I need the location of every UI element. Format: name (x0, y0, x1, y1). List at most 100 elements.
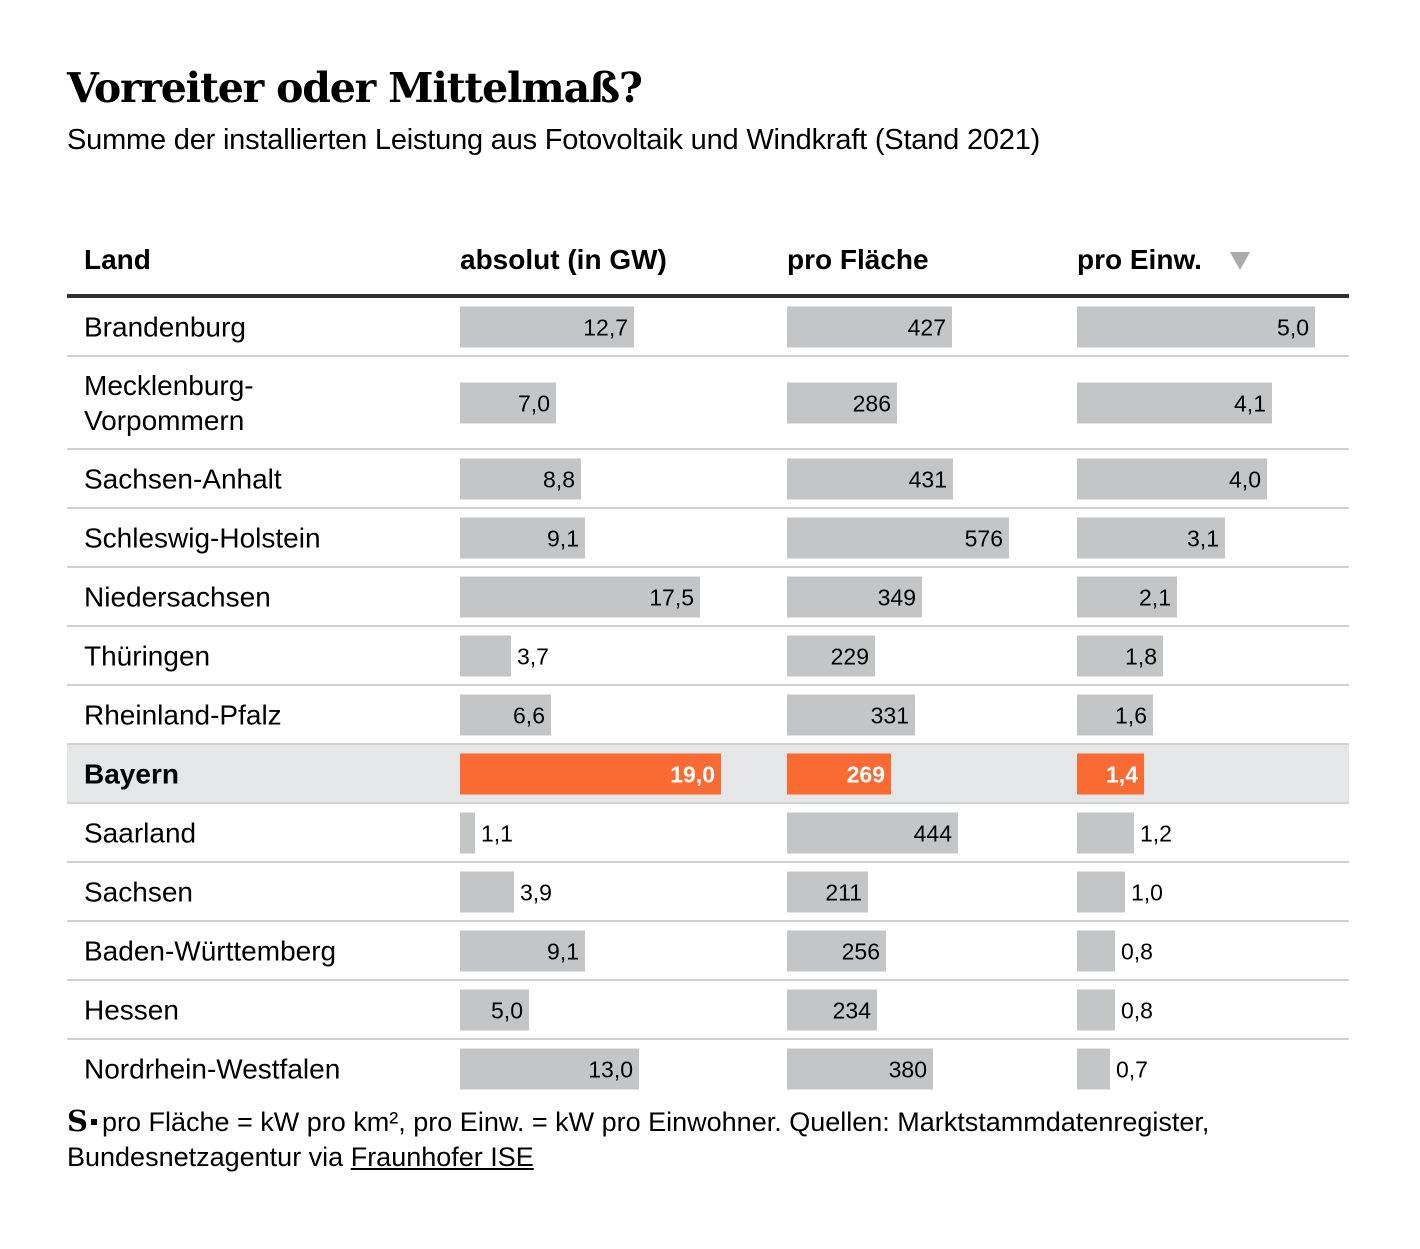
absolut-bar (460, 517, 585, 558)
table-row: Schleswig-Holstein 9,1 576 3,1 (67, 509, 1349, 568)
einw-bar (1077, 382, 1272, 423)
einw-value-label: 4,0 (1229, 466, 1261, 492)
table-header: Land absolut (in GW) pro Fläche pro Einw… (67, 232, 1349, 298)
einw-value-label: 2,1 (1139, 584, 1171, 610)
land-name: Baden-Württemberg (84, 935, 337, 966)
chart-subtitle: Summe der installierten Leistung aus Fot… (67, 124, 1041, 156)
absolut-bar (460, 635, 511, 676)
absolut-value-label: 1,1 (481, 820, 513, 846)
flaeche-bar (787, 694, 915, 735)
sort-down-icon[interactable] (1230, 252, 1250, 270)
flaeche-value-label: 234 (832, 997, 871, 1023)
flaeche-value-label: 444 (913, 820, 952, 846)
flaeche-value-label: 431 (908, 466, 947, 492)
spiegel-logo: S (67, 1104, 88, 1138)
absolut-bar (460, 694, 551, 735)
land-name: Mecklenburg- Vorpommern (84, 369, 254, 436)
flaeche-value-label: 211 (825, 879, 862, 905)
flaeche-value-label: 331 (870, 702, 909, 728)
absolut-bar (460, 306, 634, 347)
einw-bar (1077, 517, 1225, 558)
einw-value-label: 5,0 (1277, 314, 1309, 340)
einw-value-label: 1,4 (1106, 761, 1138, 787)
land-name: Nordrhein-Westfalen (84, 1053, 341, 1084)
einw-value-label: 1,2 (1140, 820, 1172, 846)
absolut-value-label: 8,8 (543, 466, 575, 492)
flaeche-bar (787, 753, 891, 794)
einw-bar (1077, 871, 1125, 912)
absolut-bar (460, 382, 556, 423)
absolut-bar (460, 812, 475, 853)
absolut-value-label: 19,0 (670, 761, 715, 787)
absolut-bar (460, 753, 721, 794)
table-row: Thüringen 3,7 229 1,8 (67, 627, 1349, 686)
table-row: Saarland 1,1 444 1,2 (67, 804, 1349, 863)
absolut-value-label: 3,9 (520, 879, 552, 905)
land-name: Thüringen (84, 640, 211, 671)
flaeche-bar (787, 1048, 933, 1089)
separator-dot (90, 1118, 97, 1125)
column-header-pro-einw[interactable]: pro Einw. (1077, 244, 1202, 275)
flaeche-value-label: 286 (852, 390, 891, 416)
land-name: Rheinland-Pfalz (84, 699, 282, 730)
land-name: Schleswig-Holstein (84, 522, 321, 553)
flaeche-value-label: 576 (964, 525, 1003, 551)
einw-value-label: 3,1 (1187, 525, 1219, 551)
einw-value-label: 1,0 (1131, 879, 1163, 905)
flaeche-value-label: 427 (907, 314, 946, 340)
flaeche-value-label: 256 (841, 938, 880, 964)
table-row: Hessen 5,0 234 0,8 (67, 981, 1349, 1040)
data-table: Land absolut (in GW) pro Fläche pro Einw… (67, 232, 1349, 1097)
source-link-fraunhofer[interactable]: Fraunhofer ISE (350, 1142, 534, 1172)
flaeche-value-label: 229 (830, 643, 869, 669)
absolut-value-label: 12,7 (583, 314, 628, 340)
table-row: Mecklenburg- Vorpommern 7,0 286 4,1 (67, 357, 1349, 450)
absolut-value-label: 17,5 (649, 584, 694, 610)
einw-value-label: 0,8 (1121, 997, 1153, 1023)
absolut-value-label: 9,1 (547, 938, 579, 964)
column-header-pro-flaeche[interactable]: pro Fläche (787, 244, 929, 275)
flaeche-bar (787, 306, 952, 347)
einw-bar (1077, 458, 1267, 499)
einw-value-label: 1,8 (1125, 643, 1157, 669)
table-row: Bayern 19,0 269 1,4 (67, 745, 1349, 804)
absolut-value-label: 9,1 (547, 525, 579, 551)
einw-value-label: 0,7 (1116, 1056, 1148, 1082)
column-header-land[interactable]: Land (84, 244, 151, 275)
absolut-bar (460, 989, 529, 1030)
absolut-value-label: 7,0 (518, 390, 550, 416)
land-name: Sachsen (84, 876, 193, 907)
einw-bar (1077, 930, 1115, 971)
table-row: Brandenburg 12,7 427 5,0 (67, 298, 1349, 357)
einw-bar (1077, 989, 1115, 1030)
flaeche-bar (787, 635, 875, 676)
flaeche-bar (787, 812, 958, 853)
absolut-value-label: 3,7 (517, 643, 549, 669)
einw-bar (1077, 1048, 1110, 1089)
einw-bar (1077, 576, 1177, 617)
absolut-bar (460, 1048, 639, 1089)
flaeche-value-label: 349 (877, 584, 916, 610)
absolut-bar (460, 930, 585, 971)
absolut-value-label: 5,0 (491, 997, 523, 1023)
einw-bar (1077, 635, 1163, 676)
flaeche-bar (787, 989, 877, 1030)
land-name: Brandenburg (84, 311, 246, 342)
table-row: Niedersachsen 17,5 349 2,1 (67, 568, 1349, 627)
absolut-bar (460, 871, 514, 912)
column-header-absolut[interactable]: absolut (in GW) (460, 244, 667, 275)
einw-bar (1077, 694, 1153, 735)
einw-bar (1077, 306, 1315, 347)
table-row: Sachsen-Anhalt 8,8 431 4,0 (67, 450, 1349, 509)
land-name: Hessen (84, 994, 179, 1025)
table-row: Baden-Württemberg 9,1 256 0,8 (67, 922, 1349, 981)
absolut-value-label: 6,6 (513, 702, 545, 728)
table-row: Rheinland-Pfalz 6,6 331 1,6 (67, 686, 1349, 745)
chart-title: Vorreiter oder Mittelmaß? (67, 64, 643, 112)
land-name: Sachsen-Anhalt (84, 463, 282, 494)
land-name: Saarland (84, 817, 197, 848)
einw-bar (1077, 812, 1134, 853)
absolut-bar (460, 458, 581, 499)
einw-bar (1077, 753, 1144, 794)
